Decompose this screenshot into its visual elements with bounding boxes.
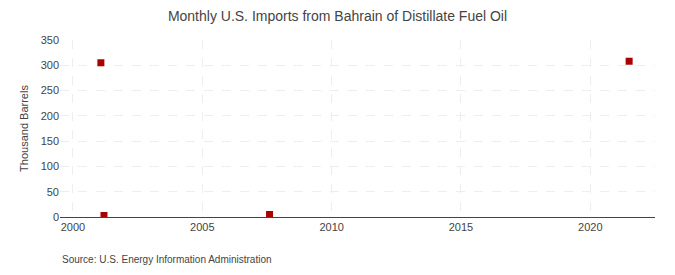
svg-text:Monthly U.S. Imports from Bahr: Monthly U.S. Imports from Bahrain of Dis… xyxy=(168,8,507,24)
svg-text:250: 250 xyxy=(41,84,59,96)
svg-text:200: 200 xyxy=(41,110,59,122)
svg-text:100: 100 xyxy=(41,160,59,172)
svg-text:2000: 2000 xyxy=(61,221,85,233)
svg-text:2015: 2015 xyxy=(449,221,473,233)
svg-text:Source: U.S. Energy Informatio: Source: U.S. Energy Information Administ… xyxy=(62,254,272,265)
svg-text:50: 50 xyxy=(47,186,59,198)
svg-text:2005: 2005 xyxy=(190,221,214,233)
svg-text:Thousand Barrels: Thousand Barrels xyxy=(18,85,30,172)
svg-text:350: 350 xyxy=(41,34,59,46)
svg-text:2020: 2020 xyxy=(578,221,602,233)
svg-text:150: 150 xyxy=(41,135,59,147)
svg-text:300: 300 xyxy=(41,59,59,71)
svg-text:0: 0 xyxy=(53,211,59,223)
svg-text:2010: 2010 xyxy=(319,221,343,233)
